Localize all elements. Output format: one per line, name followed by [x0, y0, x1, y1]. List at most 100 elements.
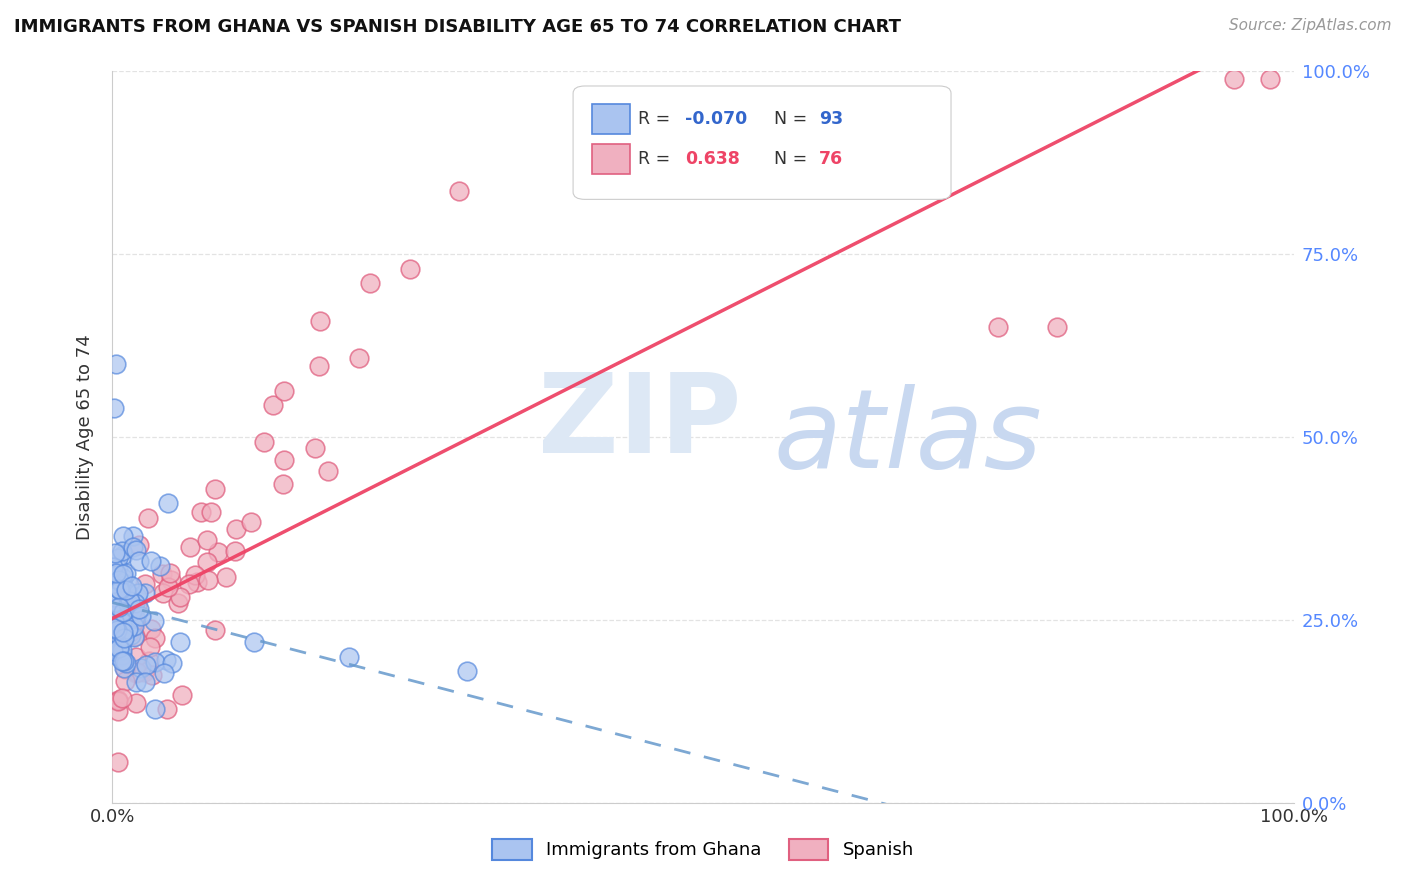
Point — [121, 540, 143, 554]
Point — [179, 577, 201, 591]
FancyBboxPatch shape — [592, 144, 630, 175]
Point — [456, 664, 478, 678]
Point — [107, 638, 129, 652]
Point — [105, 357, 128, 371]
Point — [103, 582, 125, 597]
Point — [135, 657, 157, 672]
Point — [112, 631, 135, 645]
Point — [134, 675, 156, 690]
Point — [118, 577, 141, 591]
Point — [225, 522, 247, 536]
Point — [112, 654, 135, 668]
Text: R =: R = — [638, 110, 676, 128]
Point — [117, 597, 139, 611]
Point — [152, 585, 174, 599]
Point — [111, 654, 134, 668]
Point — [118, 625, 141, 640]
Point — [114, 627, 136, 641]
Point — [107, 627, 129, 641]
Point — [308, 313, 330, 327]
Point — [987, 320, 1010, 334]
Point — [103, 614, 125, 628]
Point — [112, 632, 135, 647]
Point — [125, 598, 148, 612]
Point — [167, 596, 190, 610]
Point — [128, 601, 150, 615]
Text: R =: R = — [638, 150, 676, 168]
Point — [111, 567, 134, 582]
Point — [115, 587, 138, 601]
Point — [124, 596, 146, 610]
Point — [127, 586, 149, 600]
Text: Source: ZipAtlas.com: Source: ZipAtlas.com — [1229, 18, 1392, 33]
Point — [107, 693, 129, 707]
Point — [143, 655, 166, 669]
Point — [143, 702, 166, 716]
Point — [110, 646, 132, 660]
Point — [128, 538, 150, 552]
Point — [105, 624, 128, 638]
Point — [131, 661, 153, 675]
Point — [111, 544, 134, 558]
Point — [114, 586, 136, 600]
FancyBboxPatch shape — [592, 103, 630, 135]
Point — [359, 277, 381, 291]
Point — [337, 649, 360, 664]
Point — [105, 637, 128, 651]
Point — [128, 554, 150, 568]
Point — [207, 544, 229, 558]
Point — [105, 620, 128, 634]
Point — [155, 653, 177, 667]
Text: N =: N = — [773, 110, 813, 128]
Point — [304, 441, 326, 455]
Point — [110, 613, 132, 627]
Point — [107, 755, 129, 769]
Point — [159, 566, 181, 580]
Text: atlas: atlas — [773, 384, 1042, 491]
Point — [108, 630, 131, 644]
Point — [183, 568, 205, 582]
Point — [112, 606, 135, 620]
Point — [170, 688, 193, 702]
Point — [114, 662, 136, 676]
Legend: Immigrants from Ghana, Spanish: Immigrants from Ghana, Spanish — [485, 831, 921, 867]
Point — [134, 586, 156, 600]
Point — [141, 667, 163, 681]
Point — [125, 675, 148, 690]
Point — [101, 644, 124, 658]
Point — [107, 561, 129, 575]
Text: IMMIGRANTS FROM GHANA VS SPANISH DISABILITY AGE 65 TO 74 CORRELATION CHART: IMMIGRANTS FROM GHANA VS SPANISH DISABIL… — [14, 18, 901, 36]
Point — [240, 515, 263, 529]
Point — [125, 696, 148, 710]
Point — [156, 496, 179, 510]
Point — [308, 359, 330, 373]
Point — [121, 578, 143, 592]
Point — [110, 574, 132, 588]
Point — [121, 608, 143, 623]
Point — [204, 482, 226, 496]
Point — [1046, 320, 1069, 334]
Point — [449, 184, 471, 198]
Point — [108, 618, 131, 632]
Point — [114, 656, 136, 670]
Point — [104, 594, 127, 608]
Point — [152, 567, 174, 582]
Point — [108, 600, 131, 615]
Point — [197, 573, 219, 587]
Point — [145, 631, 167, 645]
Point — [134, 665, 156, 679]
Point — [124, 666, 146, 681]
Text: -0.070: -0.070 — [685, 110, 748, 128]
Point — [125, 591, 148, 605]
Point — [111, 648, 134, 663]
Point — [101, 591, 124, 605]
Point — [157, 580, 180, 594]
Point — [122, 614, 145, 628]
Point — [108, 645, 131, 659]
Point — [224, 544, 246, 558]
Point — [114, 566, 136, 580]
Point — [124, 630, 146, 644]
Point — [138, 654, 160, 668]
Point — [1258, 71, 1281, 86]
Point — [105, 603, 128, 617]
